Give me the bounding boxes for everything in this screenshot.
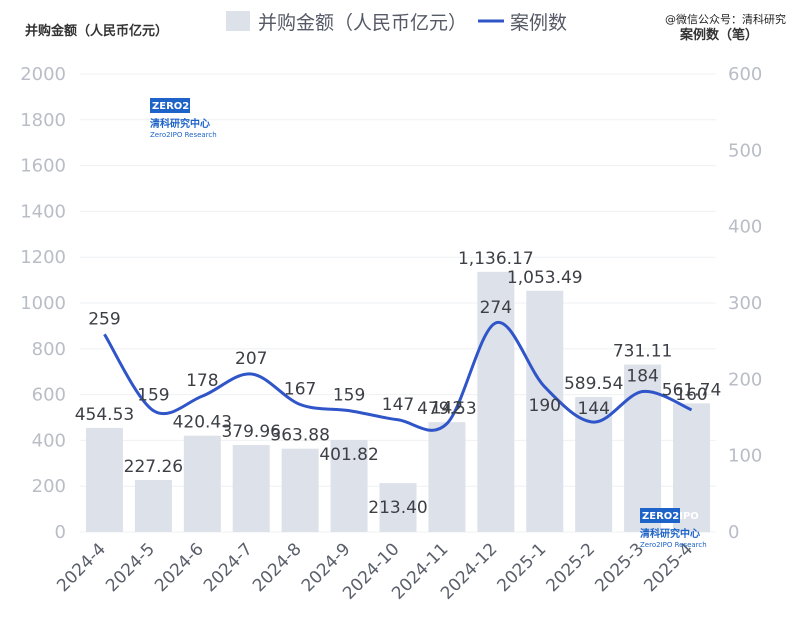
legend: 并购金额（人民币亿元） 案例数 — [226, 11, 567, 34]
bar-value-label: 561.74 — [662, 380, 721, 400]
logo-bottom: ZERO2IPO 清科研究中心 Zero2IPO Research — [640, 508, 707, 549]
logo-name-en: Zero2IPO Research — [150, 131, 217, 139]
line-value-label: 178 — [186, 371, 218, 391]
x-tick-label: 2024-7 — [200, 539, 257, 596]
logo-name-cn: 清科研究中心 — [640, 527, 700, 540]
line-value-label: 184 — [626, 367, 658, 387]
x-tick-label: 2024-8 — [249, 539, 306, 596]
y-right-axis-title: 案例数（笔） — [679, 27, 758, 43]
bar — [526, 290, 564, 532]
y-left-tick-label: 2000 — [20, 64, 66, 85]
y-left-tick-label: 800 — [32, 339, 66, 360]
x-tick-label: 2024-6 — [151, 539, 208, 596]
logo-mark-box — [640, 508, 680, 523]
bar — [183, 435, 221, 532]
y-left-tick-label: 0 — [55, 522, 66, 543]
bar — [85, 427, 123, 532]
bar-value-label: 731.11 — [613, 342, 672, 362]
y-left-tick-label: 200 — [32, 476, 66, 497]
line-value-label: 159 — [137, 386, 169, 406]
bar — [428, 422, 466, 532]
x-tick-label: 2024-4 — [53, 539, 110, 596]
bar-value-label: 420.43 — [173, 413, 232, 433]
y-right-tick-label: 100 — [728, 446, 762, 467]
line-value-label: 167 — [284, 380, 316, 400]
bar-value-label: 1,053.49 — [507, 268, 583, 288]
y-left-tick-label: 1600 — [20, 156, 66, 177]
logo-name-en: Zero2IPO Research — [640, 541, 707, 549]
logo-mark: ZERO2IPO — [152, 101, 209, 112]
logo-mark-box — [150, 98, 190, 113]
watermark-text: @微信公众号：清科研究 — [665, 12, 786, 26]
line-value-label: 274 — [480, 298, 512, 318]
bar — [330, 439, 368, 532]
legend-bar-label: 并购金额（人民币亿元） — [258, 12, 467, 34]
line-value-label: 142 — [431, 399, 463, 419]
y-right-tick-label: 500 — [728, 140, 762, 161]
y-left-axis-title: 并购金额（人民币亿元） — [25, 23, 168, 39]
bar-series — [85, 271, 711, 532]
bar-value-label: 227.26 — [124, 457, 183, 477]
x-tick-label: 2025-1 — [494, 539, 551, 596]
legend-bar-swatch — [226, 11, 250, 31]
bar-value-label: 363.88 — [270, 426, 329, 446]
bar-value-label: 401.82 — [319, 445, 378, 465]
line-value-label: 207 — [235, 349, 267, 369]
bar-value-label: 589.54 — [564, 374, 623, 394]
x-tick-label: 2025-2 — [543, 539, 600, 596]
y-left-tick-label: 400 — [32, 430, 66, 451]
y-left-tick-label: 600 — [32, 385, 66, 406]
y-right-tick-label: 600 — [728, 64, 762, 85]
y-left-tick-label: 1000 — [20, 293, 66, 314]
line-value-label: 144 — [577, 399, 609, 419]
y-right-tick-label: 200 — [728, 369, 762, 390]
line-value-label: 159 — [333, 386, 365, 406]
logo-name-cn: 清科研究中心 — [150, 117, 210, 130]
bar — [477, 271, 515, 532]
bar — [232, 444, 270, 532]
line-value-label: 160 — [675, 385, 707, 405]
line-value-label: 259 — [88, 309, 120, 329]
bar-value-label: 454.53 — [75, 405, 134, 425]
y-left-tick-label: 1400 — [20, 201, 66, 222]
y-right-tick-label: 400 — [728, 217, 762, 238]
bar — [379, 483, 417, 532]
y-right-tick-label: 0 — [728, 522, 739, 543]
y-right-tick-label: 300 — [728, 293, 762, 314]
bar — [281, 448, 319, 532]
line-value-label: 147 — [382, 395, 414, 415]
bar-value-label: 213.40 — [368, 498, 427, 518]
bar — [624, 364, 662, 532]
logo-mark: ZERO2IPO — [642, 511, 699, 522]
bar-value-label: 479.53 — [417, 399, 476, 419]
y-left-tick-label: 1800 — [20, 110, 66, 131]
legend-line-label: 案例数 — [510, 12, 567, 34]
x-tick-label: 2024-5 — [102, 539, 159, 596]
bar-value-label: 1,136.17 — [458, 249, 534, 269]
bar — [134, 479, 172, 532]
logo-top: ZERO2IPO 清科研究中心 Zero2IPO Research — [150, 98, 217, 139]
line-series — [103, 321, 693, 432]
bar-value-label: 379.96 — [221, 422, 280, 442]
y-left-tick-label: 1200 — [20, 247, 66, 268]
line-value-label: 190 — [529, 396, 561, 416]
